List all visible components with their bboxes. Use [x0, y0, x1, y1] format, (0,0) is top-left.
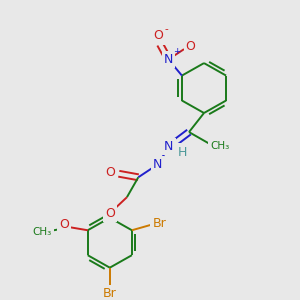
Text: -: - [165, 24, 169, 34]
Text: CH₃: CH₃ [210, 141, 230, 151]
Text: O: O [186, 40, 196, 53]
Text: Br: Br [153, 217, 166, 230]
Text: H: H [177, 146, 187, 158]
Text: N: N [164, 53, 173, 66]
Text: Br: Br [103, 287, 117, 300]
Text: +: + [173, 47, 181, 56]
Text: O: O [59, 218, 69, 231]
Text: CH₃: CH₃ [33, 227, 52, 237]
Text: O: O [106, 166, 115, 179]
Text: O: O [154, 29, 164, 43]
Text: N: N [153, 158, 162, 171]
Text: N: N [164, 140, 174, 153]
Text: O: O [105, 207, 115, 220]
